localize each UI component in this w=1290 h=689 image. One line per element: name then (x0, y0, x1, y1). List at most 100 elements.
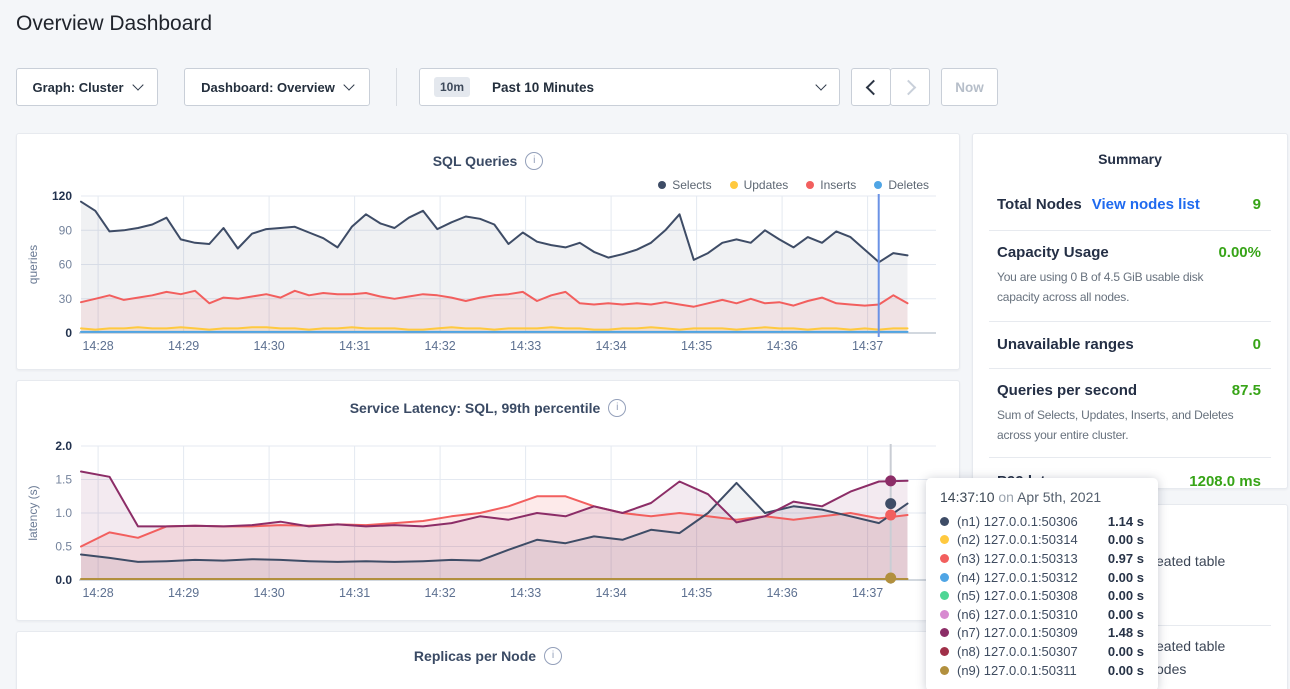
tooltip-rows: (n1) 127.0.0.1:50306 1.14 s (n2) 127.0.0.1… (940, 512, 1144, 679)
summary-description: Sum of Selects, Updates, Inserts, and De… (997, 408, 1234, 442)
tooltip-node-value: 1.48 s (1107, 625, 1144, 641)
tooltip-node-value: 0.00 s (1107, 569, 1144, 585)
tooltip-row: (n7) 127.0.0.1:50309 1.48 s (940, 624, 1144, 643)
svg-text:0: 0 (65, 326, 72, 340)
chart-title-text: SQL Queries (432, 153, 518, 169)
page-title: Overview Dashboard (16, 12, 213, 35)
info-icon[interactable] (525, 152, 544, 170)
svg-text:14:37: 14:37 (852, 586, 883, 600)
tooltip-row: (n8) 127.0.0.1:50307 0.00 s (940, 642, 1144, 661)
summary-label: Capacity Usage (997, 244, 1109, 261)
tooltip-row: (n1) 127.0.0.1:50306 1.14 s (940, 512, 1144, 531)
summary-panel: Summary Total Nodes View nodes list 9 Ca… (972, 133, 1288, 490)
hover-point-dot (885, 498, 897, 510)
summary-unavailable-row: Unavailable ranges 0 (973, 336, 1287, 353)
tooltip-node-value: 0.00 s (1107, 532, 1144, 548)
svg-text:14:28: 14:28 (82, 586, 113, 600)
time-prev-button[interactable] (851, 68, 891, 106)
divider (989, 230, 1271, 231)
toolbar-divider (396, 68, 397, 106)
chart-title: Service Latency: SQL, 99th percentile (17, 399, 959, 417)
tooltip-node-value: 0.00 s (1107, 643, 1144, 659)
tooltip-node-value: 0.00 s (1107, 606, 1144, 622)
dashboard-dropdown-label: Dashboard: Overview (201, 79, 335, 95)
chevron-down-icon (131, 79, 144, 91)
tooltip-node-label: (n8) 127.0.0.1:50307 (957, 643, 1078, 659)
series-dot-icon (940, 646, 949, 656)
summary-description: You are using 0 B of 4.5 GiB usable disk… (997, 270, 1204, 304)
view-nodes-list-link[interactable]: View nodes list (1091, 196, 1200, 213)
summary-label: Total Nodes (997, 196, 1082, 213)
legend-label: Deletes (888, 178, 929, 192)
sql-queries-plot[interactable]: 14:28 14:29 14:30 14:31 14:32 14:33 14:34 14:35… (17, 134, 959, 374)
legend-dot-icon (658, 181, 667, 189)
divider (989, 321, 1271, 322)
legend-item: Selects (658, 178, 712, 192)
svg-text:14:31: 14:31 (339, 586, 370, 600)
tooltip-node-label: (n6) 127.0.0.1:50310 (957, 606, 1078, 622)
tooltip-on-text: on (998, 489, 1014, 505)
svg-text:14:29: 14:29 (168, 586, 199, 600)
tooltip-node-label: (n3) 127.0.0.1:50313 (957, 550, 1078, 566)
chart-canvas[interactable]: 14:28 14:29 14:30 14:31 14:32 14:33 14:34 14:35… (17, 381, 959, 620)
service-latency-chart-panel: Service Latency: SQL, 99th percentile 14… (16, 380, 960, 621)
chart-title: Replicas per Node (17, 647, 959, 665)
svg-text:2.0: 2.0 (55, 439, 72, 453)
time-next-button[interactable] (890, 68, 930, 106)
svg-text:1.5: 1.5 (55, 473, 72, 487)
svg-text:14:32: 14:32 (424, 586, 455, 600)
chevron-right-icon (900, 79, 916, 95)
replicas-per-node-chart-panel: Replicas per Node (16, 631, 960, 689)
chevron-down-icon (815, 79, 827, 91)
chart-canvas[interactable]: 14:28 14:29 14:30 14:31 14:32 14:33 14:34 14:35… (17, 134, 959, 369)
svg-text:14:30: 14:30 (253, 339, 284, 353)
series-dot-icon (940, 572, 949, 582)
legend-label: Updates (743, 178, 789, 192)
divider (989, 457, 1271, 458)
tooltip-node-label: (n5) 127.0.0.1:50308 (957, 588, 1078, 604)
svg-text:14:36: 14:36 (766, 586, 797, 600)
time-range-picker[interactable]: 10m Past 10 Minutes (419, 68, 840, 106)
time-now-button[interactable]: Now (941, 68, 998, 106)
svg-text:14:35: 14:35 (681, 586, 712, 600)
svg-text:14:29: 14:29 (168, 339, 199, 353)
info-icon[interactable] (544, 647, 563, 665)
dashboard-dropdown[interactable]: Dashboard: Overview (184, 68, 370, 106)
legend-label: Selects (672, 178, 712, 192)
tooltip-row: (n4) 127.0.0.1:50312 0.00 s (940, 568, 1144, 587)
tooltip-node-label: (n4) 127.0.0.1:50312 (957, 569, 1078, 585)
svg-text:14:37: 14:37 (852, 339, 883, 353)
chart-title-text: Service Latency: SQL, 99th percentile (349, 400, 601, 416)
legend-item: Updates (729, 178, 789, 192)
tooltip-timestamp: 14:37:10 on Apr 5th, 2021 (940, 489, 1144, 505)
series-dot-icon (940, 665, 949, 675)
svg-text:14:32: 14:32 (424, 339, 455, 353)
chevron-down-icon (343, 79, 355, 91)
time-range-label: Past 10 Minutes (492, 79, 595, 95)
tooltip-row: (n9) 127.0.0.1:50311 0.00 s (940, 661, 1144, 680)
info-icon[interactable] (608, 399, 627, 417)
svg-text:0.0: 0.0 (55, 573, 72, 587)
chevron-left-icon (865, 79, 881, 95)
series-dot-icon (940, 535, 949, 545)
service-latency-plot[interactable]: 14:28 14:29 14:30 14:31 14:32 14:33 14:34 14:35… (17, 381, 959, 625)
legend-dot-icon (729, 181, 738, 189)
svg-text:30: 30 (59, 292, 73, 306)
legend-item: Inserts (806, 178, 856, 192)
svg-text:120: 120 (52, 189, 72, 203)
summary-title: Summary (1098, 151, 1162, 167)
summary-value: 0.00% (1218, 244, 1261, 261)
tooltip-node-value: 0.97 s (1107, 550, 1144, 566)
tooltip-date: Apr 5th, 2021 (1017, 489, 1102, 505)
tooltip-row: (n3) 127.0.0.1:50313 0.97 s (940, 549, 1144, 568)
tooltip-node-label: (n7) 127.0.0.1:50309 (957, 625, 1078, 641)
event-text-fragment: eated table (1156, 553, 1226, 569)
tooltip-row: (n5) 127.0.0.1:50308 0.00 s (940, 586, 1144, 605)
graph-dropdown[interactable]: Graph: Cluster (16, 68, 158, 106)
hover-point-dot (885, 572, 897, 584)
summary-value: 1208.0 ms (1189, 473, 1261, 490)
legend-label: Inserts (820, 178, 857, 192)
hover-point-dot (885, 475, 897, 487)
summary-label: Queries per second (997, 382, 1138, 399)
